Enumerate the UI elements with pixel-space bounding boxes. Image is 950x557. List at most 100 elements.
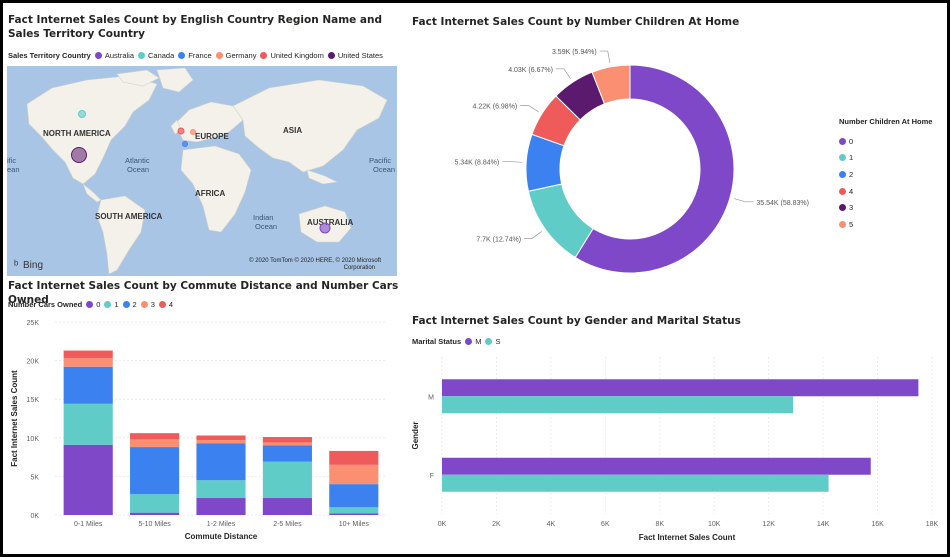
bar-segment-0-1-Miles-cars-3[interactable] — [63, 358, 113, 367]
bar-segment-2-5-Miles-cars-3[interactable] — [262, 442, 312, 446]
legend-item-germany[interactable]: Germany — [215, 51, 256, 60]
hbar-xtick-label: 10K — [708, 521, 721, 528]
bar-segment-2-5-Miles-cars-4[interactable] — [262, 437, 312, 443]
donut-visual[interactable]: Fact Internet Sales Count by Number Chil… — [408, 3, 947, 288]
legend-item-children-1[interactable]: 1 — [839, 150, 932, 167]
label-australia: AUSTRALIA — [307, 218, 353, 227]
bar-segment-5-10-Miles-cars-3[interactable] — [130, 439, 180, 448]
stacked-bar-chart[interactable]: 0K 5K 10K 15K 20K 25K 0-1 Miles 5-10 Miles 1-2 M… — [3, 312, 401, 552]
donut-slice-0[interactable] — [574, 64, 735, 274]
bubble-australia[interactable] — [319, 222, 331, 234]
donut-leader-line — [524, 231, 543, 239]
bar-segment-5-10-Miles-cars-1[interactable] — [130, 494, 180, 513]
hbar-ytick-label: M — [428, 394, 434, 401]
legend-item-children-3[interactable]: 3 — [839, 199, 932, 216]
map-visual[interactable]: Fact Internet Sales Count by English Cou… — [3, 3, 401, 278]
bubble-united-states[interactable] — [71, 147, 87, 163]
map-canvas: NORTH AMERICA EUROPE ASIA AFRICA SOUTH A… — [7, 66, 397, 276]
legend-item-cars-0[interactable]: 0 — [86, 300, 100, 309]
hbar-F-M[interactable] — [442, 457, 871, 475]
legend-item-married[interactable]: M — [465, 337, 481, 346]
bubble-canada[interactable] — [78, 110, 86, 118]
bar-segment-1-2-Miles-cars-4[interactable] — [196, 435, 246, 441]
hbar-F-S[interactable] — [442, 474, 829, 492]
hbar-legend-title: Marital Status — [412, 337, 462, 346]
bar-segment-1-2-Miles-cars-2[interactable] — [196, 443, 246, 481]
bar-segment-5-10-Miles-cars-2[interactable] — [130, 447, 180, 495]
hbar-ytick-label: F — [430, 473, 434, 480]
donut-leader-line — [520, 105, 539, 113]
bar-segment-10-Miles-cars-1[interactable] — [329, 507, 379, 514]
donut-data-label: 7.7K (12.74%) — [476, 236, 521, 243]
hbar-M-S[interactable] — [442, 396, 794, 414]
bar-ytick-label: 10K — [27, 436, 40, 443]
bar-ytick-label: 20K — [27, 359, 40, 366]
bar-segment-2-5-Miles-cars-2[interactable] — [262, 445, 312, 462]
legend-item-cars-3[interactable]: 3 — [140, 300, 155, 309]
bar-segment-2-5-Miles-cars-1[interactable] — [262, 461, 312, 499]
bar-segment-2-5-Miles-cars-0[interactable] — [262, 498, 312, 515]
donut-data-label: 4.03K (6.67%) — [508, 67, 553, 74]
legend-item-children-4[interactable]: 4 — [839, 183, 932, 200]
bar-segment-10-Miles-cars-0[interactable] — [329, 513, 379, 515]
legend-item-single[interactable]: S — [485, 337, 500, 346]
bar-xtick-label: 0-1 Miles — [74, 521, 103, 528]
bar-segment-0-1-Miles-cars-4[interactable] — [63, 350, 113, 359]
legend-item-united-kingdom[interactable]: United Kingdom — [260, 51, 324, 60]
bar-y-axis-title: Fact Internet Sales Count — [10, 370, 19, 467]
bar-segment-0-1-Miles-cars-0[interactable] — [63, 444, 113, 515]
bar-title: Fact Internet Sales Count by Commute Dis… — [8, 280, 399, 306]
hbar-xtick-label: 16K — [871, 521, 884, 528]
horizontal-bar-chart[interactable]: 0K 2K 4K 6K 8K 10K 12K 14K 16K 18K M F Fact Internet… — [408, 349, 947, 554]
legend-item-united-states[interactable]: United States — [327, 51, 383, 60]
bubble-united-kingdom[interactable] — [177, 127, 185, 135]
label-pacific-right: Pacific — [369, 156, 391, 165]
donut-leader-line — [733, 198, 754, 203]
legend-item-cars-2[interactable]: 2 — [122, 300, 137, 309]
legend-item-children-0[interactable]: 0 — [839, 133, 932, 150]
hbar-M-M[interactable] — [442, 379, 919, 397]
bubble-germany[interactable] — [190, 129, 196, 135]
bar-segment-10-Miles-cars-2[interactable] — [329, 484, 379, 508]
bar-segment-1-2-Miles-cars-3[interactable] — [196, 440, 246, 444]
bar-x-axis-title: Commute Distance — [185, 532, 258, 541]
label-atlantic: Atlantic — [125, 156, 150, 165]
hbar-xtick-label: 12K — [762, 521, 775, 528]
bar-segment-0-1-Miles-cars-2[interactable] — [63, 366, 113, 404]
bar-segment-1-2-Miles-cars-0[interactable] — [196, 498, 246, 515]
bar-segment-0-1-Miles-cars-1[interactable] — [63, 403, 113, 445]
label-atlantic-ocean: Ocean — [127, 165, 149, 174]
donut-chart[interactable]: 35.54K (58.83%) 7.7K (12.74%) 5.34K (8.84%… — [408, 23, 828, 293]
legend-item-cars-4[interactable]: 4 — [158, 300, 173, 309]
donut-slice-5[interactable] — [591, 64, 631, 105]
legend-item-children-2[interactable]: 2 — [839, 166, 932, 183]
stacked-bar-visual[interactable]: Fact Internet Sales Count by Commute Dis… — [3, 278, 401, 554]
hbar-y-axis-title: Gender — [411, 421, 420, 449]
land-south-america — [96, 195, 146, 275]
hbar-xtick-label: 4K — [547, 521, 556, 528]
hbar-visual[interactable]: Fact Internet Sales Count by Gender and … — [408, 303, 947, 554]
map-copyright-corp: Corporation — [344, 265, 375, 271]
hbar-title: Fact Internet Sales Count by Gender and … — [412, 315, 741, 327]
label-pacific-left: ific — [7, 156, 16, 165]
label-indian: Indian — [253, 213, 273, 222]
bar-segment-5-10-Miles-cars-0[interactable] — [130, 512, 180, 515]
legend-item-cars-1[interactable]: 1 — [104, 300, 119, 309]
legend-item-france[interactable]: France — [178, 51, 212, 60]
label-north-america: NORTH AMERICA — [43, 129, 111, 138]
donut-leader-line — [599, 50, 611, 63]
bar-segment-10-Miles-cars-4[interactable] — [329, 450, 379, 465]
bar-segment-5-10-Miles-cars-4[interactable] — [130, 433, 180, 440]
hbar-xtick-label: 14K — [817, 521, 830, 528]
bing-logo: ᵇ — [14, 259, 18, 271]
donut-data-label: 4.22K (6.98%) — [473, 103, 518, 110]
legend-item-australia[interactable]: Australia — [94, 51, 134, 60]
legend-item-canada[interactable]: Canada — [138, 51, 174, 60]
legend-item-children-5[interactable]: 5 — [839, 216, 932, 233]
world-map[interactable]: NORTH AMERICA EUROPE ASIA AFRICA SOUTH A… — [7, 66, 397, 276]
bar-segment-10-Miles-cars-3[interactable] — [329, 464, 379, 485]
bar-segment-1-2-Miles-cars-1[interactable] — [196, 480, 246, 499]
hbar-xtick-label: 2K — [492, 521, 501, 528]
bubble-france[interactable] — [182, 141, 188, 147]
